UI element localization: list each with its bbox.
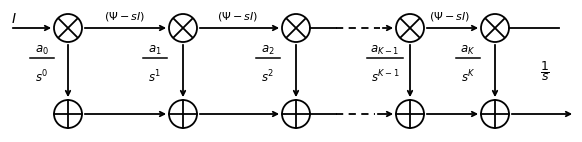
Text: $a_{K-1}$: $a_{K-1}$ [370,44,400,57]
Text: $s^{K}$: $s^{K}$ [461,69,475,86]
Text: $a_0$: $a_0$ [35,44,49,57]
Text: $a_2$: $a_2$ [261,44,275,57]
Text: $(\Psi - sI)$: $(\Psi - sI)$ [104,10,146,23]
Text: $I$: $I$ [11,12,17,26]
Text: $\dfrac{1}{s}$: $\dfrac{1}{s}$ [540,59,550,83]
Text: $s^{2}$: $s^{2}$ [261,69,275,86]
Text: $s^{0}$: $s^{0}$ [36,69,49,86]
Text: $s^{1}$: $s^{1}$ [148,69,162,86]
Text: $a_1$: $a_1$ [148,44,162,57]
Text: $s^{K-1}$: $s^{K-1}$ [371,69,399,86]
Text: $a_K$: $a_K$ [460,44,475,57]
Text: $(\Psi - sI)$: $(\Psi - sI)$ [217,10,258,23]
Text: $(\Psi - sI)$: $(\Psi - sI)$ [430,10,471,23]
